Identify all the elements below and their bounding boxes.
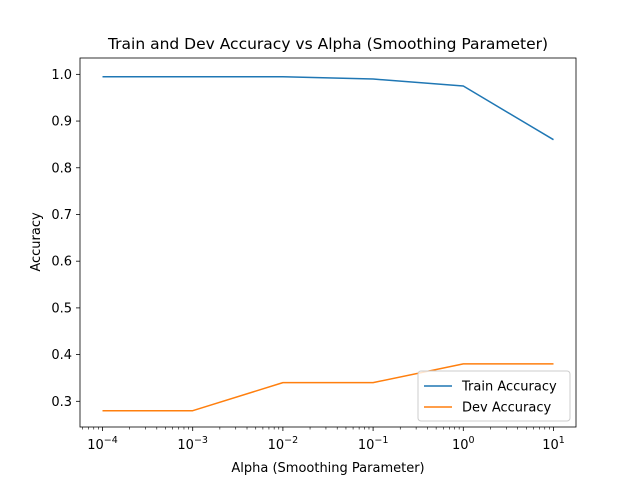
plot-frame — [79, 57, 577, 428]
x-tick-label: 10−3 — [177, 435, 208, 453]
legend-label-1: Dev Accuracy — [462, 401, 551, 416]
x-tick-label: 10−4 — [87, 435, 118, 453]
y-tick-label: 1.0 — [51, 68, 72, 83]
x-tick-label: 10−2 — [268, 435, 299, 453]
legend: Train Accuracy Dev Accuracy — [417, 370, 571, 422]
chart-title: Train and Dev Accuracy vs Alpha (Smoothi… — [107, 35, 548, 53]
y-tick-label: 0.7 — [51, 208, 72, 223]
x-tick-label: 101 — [542, 435, 565, 453]
y-tick-label: 0.8 — [51, 161, 72, 176]
series-line-1 — [102, 363, 554, 412]
x-axis-title: Alpha (Smoothing Parameter) — [231, 461, 424, 476]
y-tick-label: 0.9 — [51, 115, 72, 130]
y-tick-label: 0.5 — [51, 301, 72, 316]
plot-area: 10−4 10−3 10−2 10−1 100 101 0.3 0.4 0.5 0.6 0.7 0.8… — [51, 57, 577, 453]
legend-box — [417, 370, 571, 422]
y-tick-label: 0.4 — [51, 348, 72, 363]
x-tick-label: 100 — [452, 435, 475, 453]
legend-label-0: Train Accuracy — [461, 380, 557, 395]
y-tick-label: 0.3 — [51, 395, 72, 410]
y-tick-label: 0.6 — [51, 255, 72, 270]
y-axis-title: Accuracy — [29, 212, 44, 272]
x-tick-label: 10−1 — [358, 435, 389, 453]
series-line-0 — [102, 75, 554, 141]
